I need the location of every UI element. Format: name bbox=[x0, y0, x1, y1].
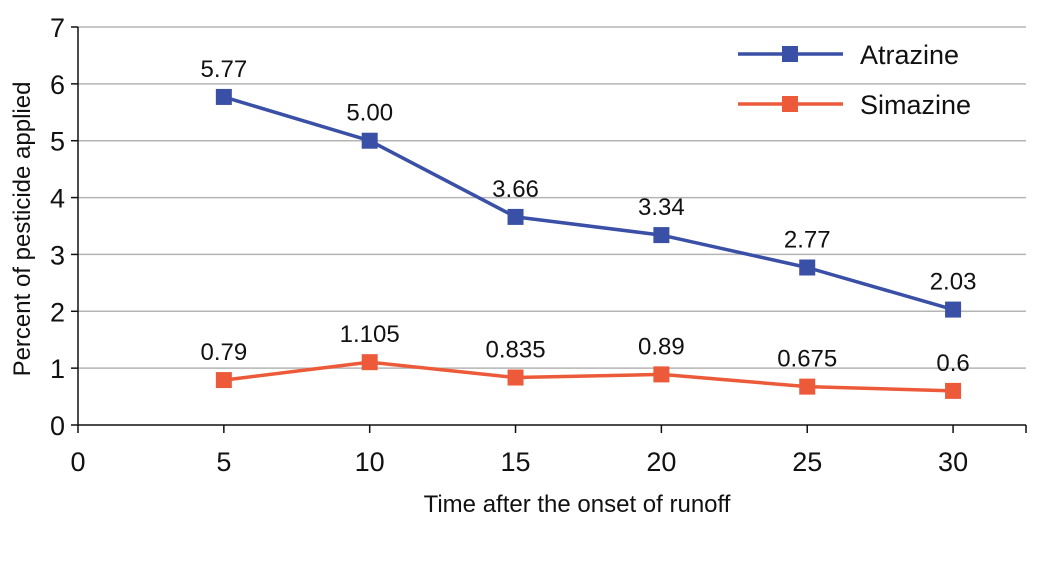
data-label-atrazine-15: 3.66 bbox=[492, 176, 539, 203]
y-tick-label-3: 3 bbox=[50, 240, 65, 270]
data-point-simazine-5 bbox=[215, 372, 232, 389]
legend-item-atrazine: Atrazine bbox=[738, 40, 959, 70]
data-point-atrazine-20 bbox=[653, 227, 670, 244]
data-labels: 5.77 5.00 3.66 3.34 2.77 2.03 0.79 1.105 0.835 0.… bbox=[200, 56, 976, 377]
data-label-atrazine-30: 2.03 bbox=[930, 269, 977, 296]
data-label-simazine-15: 0.835 bbox=[486, 337, 546, 364]
x-tick-label-0: 0 bbox=[70, 447, 85, 477]
data-label-atrazine-5: 5.77 bbox=[200, 56, 247, 83]
y-tick-label-1: 1 bbox=[50, 354, 65, 384]
x-tick-label-10: 10 bbox=[355, 447, 385, 477]
data-label-simazine-30: 0.6 bbox=[936, 350, 969, 377]
data-point-atrazine-5 bbox=[215, 88, 232, 105]
legend-item-simazine: Simazine bbox=[738, 90, 971, 120]
data-point-simazine-15 bbox=[507, 369, 524, 386]
data-label-simazine-5: 0.79 bbox=[200, 339, 247, 366]
series-line-atrazine bbox=[223, 95, 954, 312]
y-tick-label-4: 4 bbox=[50, 184, 65, 214]
y-tick-label-6: 6 bbox=[50, 70, 65, 100]
data-label-simazine-10: 1.105 bbox=[340, 321, 400, 348]
data-point-simazine-30 bbox=[945, 382, 962, 399]
data-label-atrazine-10: 5.00 bbox=[346, 100, 393, 127]
series-lines bbox=[215, 88, 962, 399]
data-point-simazine-20 bbox=[653, 366, 670, 383]
data-point-simazine-10 bbox=[361, 354, 378, 371]
x-tick-label-5: 5 bbox=[216, 447, 231, 477]
data-point-simazine-25 bbox=[799, 378, 816, 395]
x-axis-title: Time after the onset of runoff bbox=[424, 491, 731, 518]
y-tick-label-0: 0 bbox=[50, 411, 65, 441]
data-point-atrazine-25 bbox=[799, 259, 816, 276]
data-point-atrazine-10 bbox=[361, 132, 378, 149]
x-tick-label-30: 30 bbox=[938, 447, 968, 477]
legend-label-simazine: Simazine bbox=[860, 90, 971, 120]
gridlines bbox=[78, 26, 1026, 369]
data-label-simazine-20: 0.89 bbox=[638, 333, 685, 360]
y-tick-label-2: 2 bbox=[50, 297, 65, 327]
y-axis-title: Percent of pesticide applied bbox=[9, 82, 36, 377]
series-line-simazine bbox=[223, 360, 954, 393]
legend-marker-simazine bbox=[782, 96, 798, 112]
y-tick-label-5: 5 bbox=[50, 127, 65, 157]
x-tick-label-25: 25 bbox=[792, 447, 822, 477]
legend-label-atrazine: Atrazine bbox=[860, 40, 959, 70]
data-label-atrazine-25: 2.77 bbox=[784, 227, 831, 254]
y-tick-labels: 0 1 2 3 4 5 6 7 bbox=[50, 13, 65, 441]
data-label-simazine-25: 0.675 bbox=[777, 346, 837, 373]
axes bbox=[71, 26, 1027, 433]
data-point-atrazine-15 bbox=[507, 208, 524, 225]
x-tick-label-20: 20 bbox=[646, 447, 676, 477]
y-tick-label-7: 7 bbox=[50, 13, 65, 43]
x-tick-labels: 0 5 10 15 20 25 30 bbox=[70, 447, 968, 477]
x-tick-label-15: 15 bbox=[501, 447, 531, 477]
data-point-atrazine-30 bbox=[945, 301, 962, 318]
legend: Atrazine Simazine bbox=[738, 40, 971, 120]
legend-marker-atrazine bbox=[782, 46, 798, 62]
data-label-atrazine-20: 3.34 bbox=[638, 194, 685, 221]
